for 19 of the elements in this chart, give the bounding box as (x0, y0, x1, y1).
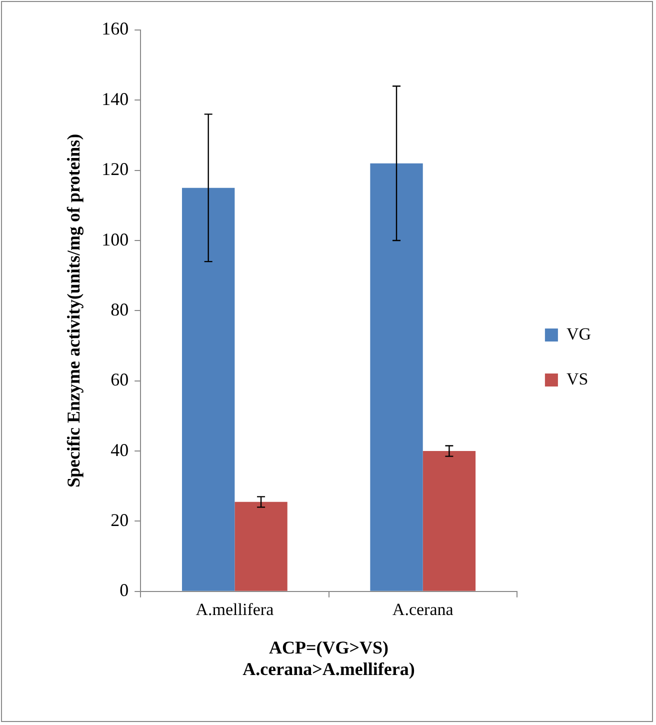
y-tick-label: 80 (110, 299, 129, 320)
x-tick-label: A.cerana (392, 600, 454, 620)
y-tick-label: 20 (110, 510, 129, 530)
y-tick-label: 140 (102, 88, 129, 109)
bar (370, 163, 423, 591)
legend-label: VG (566, 324, 592, 344)
legend-label: VS (566, 369, 588, 388)
bar (422, 451, 476, 591)
y-axis-title: Specific Enzyme activity(units/mg of proteins) (63, 134, 84, 488)
x-tick-label: A.mellifera (196, 600, 274, 620)
y-tick-label: 0 (120, 580, 129, 600)
y-tick-label: 160 (102, 18, 129, 39)
y-tick-label: 120 (102, 159, 129, 180)
y-tick-label: 100 (102, 229, 129, 250)
y-tick-label: 40 (110, 440, 129, 460)
bar (182, 188, 235, 591)
bar (234, 502, 288, 591)
y-tick-label: 60 (110, 370, 129, 390)
x-axis-title: ACP=(VG>VS) A.cerana>A.mellifera) (242, 637, 415, 679)
